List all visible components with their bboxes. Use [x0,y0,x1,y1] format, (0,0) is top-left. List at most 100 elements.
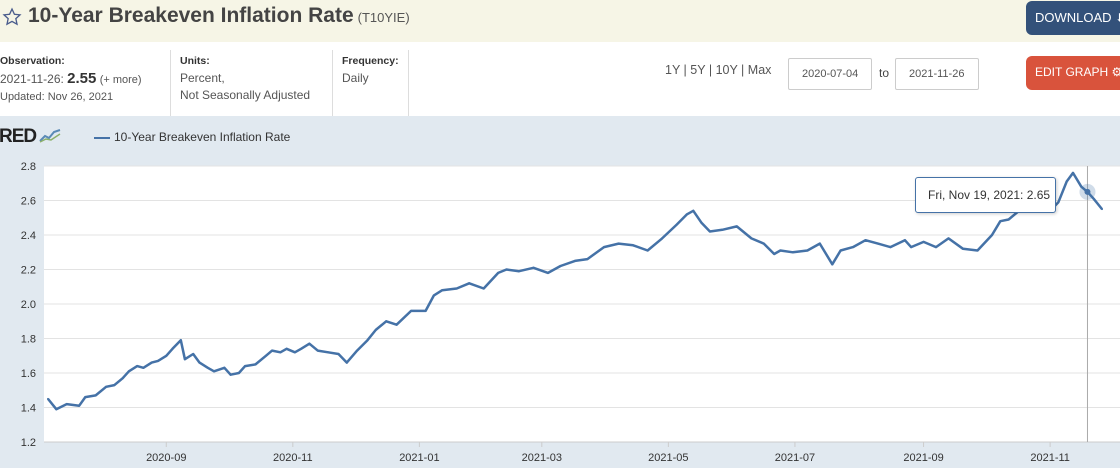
star-icon[interactable] [2,6,22,28]
y-tick-label: 2.6 [21,196,36,208]
units-line1: Percent, [180,71,225,85]
data-point [142,366,145,369]
data-point [198,361,201,364]
page-title: 10-Year Breakeven Inflation Rate (T10YIE) [28,4,410,28]
download-button[interactable]: DOWNLOAD ⬇ [1026,1,1120,35]
observation-more-link[interactable]: (+ more) [99,74,142,86]
data-point [661,237,664,240]
divider [408,50,409,116]
range-10y[interactable]: 10Y [715,63,738,77]
data-point [192,353,195,355]
data-point [903,239,906,242]
x-tick-label: 2021-03 [522,452,562,464]
y-tick-label: 1.6 [21,368,36,380]
data-point [127,370,130,373]
y-tick-label: 2.8 [21,161,36,173]
legend-swatch [94,137,110,139]
frequency-label: Frequency: [342,55,399,67]
data-point [586,258,589,261]
tooltip-date: Fri, Nov 19, 2021: [928,188,1024,202]
data-point [779,249,782,252]
x-tick-label: 2021-09 [903,452,943,464]
frequency-value: Daily [342,71,369,85]
range-5y[interactable]: 5Y [690,63,706,77]
x-tick-label: 2020-11 [273,452,313,464]
data-point [1057,201,1060,204]
data-point [962,247,964,250]
data-point [1072,171,1074,174]
units-line2: Not Seasonally Adjusted [180,88,311,102]
y-tick-label: 2.0 [21,299,36,311]
data-point [264,354,267,357]
data-point [455,287,458,290]
data-point [497,271,500,274]
data-point [518,270,520,273]
data-point [223,366,226,369]
x-tick-label: 2021-11 [1030,452,1070,464]
data-point [791,251,794,254]
data-point [78,404,81,407]
y-tick-label: 1.2 [21,437,36,449]
data-point [327,351,330,354]
series-title: 10-Year Breakeven Inflation Rate [28,4,354,27]
data-point [876,242,879,245]
divider [332,50,333,116]
data-point [482,287,485,290]
updated-text: Updated: Nov 26, 2021 [0,91,114,103]
range-max[interactable]: Max [747,63,772,77]
data-point [692,209,695,212]
data-point [852,246,854,249]
data-point [308,342,311,345]
hover-marker [1084,188,1091,195]
data-point [84,396,87,399]
data-point [293,351,296,354]
to-label: to [879,66,890,80]
data-point [171,347,174,350]
range-1y[interactable]: 1Y [665,63,681,77]
data-point [947,237,950,240]
data-point [922,240,925,243]
data-point [244,365,247,368]
data-point [285,347,288,350]
data-point [1065,180,1068,183]
data-point [366,339,369,342]
data-point [395,323,398,326]
data-point [839,249,842,252]
data-point [410,309,413,312]
series-id: (T10YIE) [357,10,410,25]
end-date-input[interactable]: 2021-11-26 [895,58,979,90]
data-point [1101,208,1103,211]
logo-text: RED [0,126,37,147]
data-point [213,370,215,373]
data-point [105,385,108,388]
data-point [889,246,892,249]
tooltip-value: 2.65 [1026,188,1051,202]
start-date-input[interactable]: 2020-07-04 [788,58,872,90]
data-point [632,244,635,247]
data-point [374,328,377,331]
y-tick-label: 2.4 [21,230,36,242]
observation-label: Observation: [0,55,65,67]
data-point [150,361,153,364]
data-point [935,246,937,249]
edit-graph-button[interactable]: EDIT GRAPH ⚙ [1026,56,1120,90]
data-point [762,242,765,245]
range-selector: 1Y | 5Y | 10Y | Max [665,63,772,77]
data-point [806,249,809,252]
data-point [646,249,649,252]
data-point [316,349,319,352]
chart-tooltip: Fri, Nov 19, 2021: 2.65 [915,177,1056,213]
logo-chart-icon [39,129,61,143]
data-point [675,223,678,226]
data-point [179,339,182,342]
observation-date: 2021-11-26: [0,72,64,86]
data-point [991,234,993,236]
frequency-block: Frequency: Daily [342,53,412,87]
observation-block: Observation: 2021-11-26: 2.55 (+ more) U… [0,53,168,106]
data-point [206,366,209,369]
data-point [721,228,724,231]
download-button-label: DOWNLOAD [1035,10,1112,25]
series-line [47,171,1103,411]
data-point [700,221,703,224]
